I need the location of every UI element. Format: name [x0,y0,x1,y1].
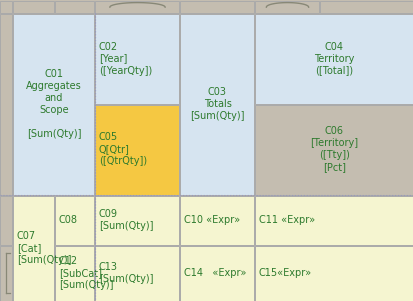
Text: C07
[Cat]
[Sum(Qty)]: C07 [Cat] [Sum(Qty)] [17,231,71,265]
Bar [95,1,179,13]
Text: C02
[Year]
([YearQty]): C02 [Year] ([YearQty]) [99,42,152,76]
Bar [0,196,12,244]
Bar [180,196,254,244]
Text: C06
[Territory]
([Tty])
[Pct]: C06 [Territory] ([Tty]) [Pct] [310,126,358,172]
Bar [14,196,55,300]
Text: C14   «Expr»: C14 «Expr» [183,268,246,278]
Bar [95,196,179,244]
Text: C13
[Sum(Qty)]: C13 [Sum(Qty)] [99,262,153,284]
Text: C08: C08 [59,215,78,225]
Bar [180,1,254,13]
Bar [55,1,94,13]
Text: C12
[SubCat]
[Sum(Qty)]: C12 [SubCat] [Sum(Qty)] [59,256,113,290]
Text: C05
Q[Qtr]
([QtrQty]): C05 Q[Qtr] ([QtrQty]) [99,132,147,166]
Bar [0,1,12,13]
Bar [0,246,12,300]
Bar [14,1,55,13]
Bar [95,104,179,194]
Text: C04
Territory
([Total]): C04 Territory ([Total]) [313,42,354,76]
Bar [95,14,179,104]
Bar [55,196,94,244]
Bar [95,246,179,300]
Bar [255,14,413,104]
Text: C09
[Sum(Qty)]: C09 [Sum(Qty)] [99,209,153,231]
Text: C10 «Expr»: C10 «Expr» [183,215,240,225]
Bar [0,14,12,194]
Text: C15«Expr»: C15«Expr» [259,268,311,278]
Bar [255,104,413,194]
Text: C01
Aggregates
and
Scope

[Sum(Qty)]: C01 Aggregates and Scope [Sum(Qty)] [26,69,82,139]
Bar [180,14,254,194]
Bar [14,14,94,194]
Bar [180,246,254,300]
Bar [255,246,413,300]
Bar [55,246,94,300]
Bar [320,1,413,13]
Text: C11 «Expr»: C11 «Expr» [259,215,314,225]
Bar [255,196,413,244]
Bar [255,1,319,13]
Text: C03
Totals
[Sum(Qty)]: C03 Totals [Sum(Qty)] [190,87,244,121]
